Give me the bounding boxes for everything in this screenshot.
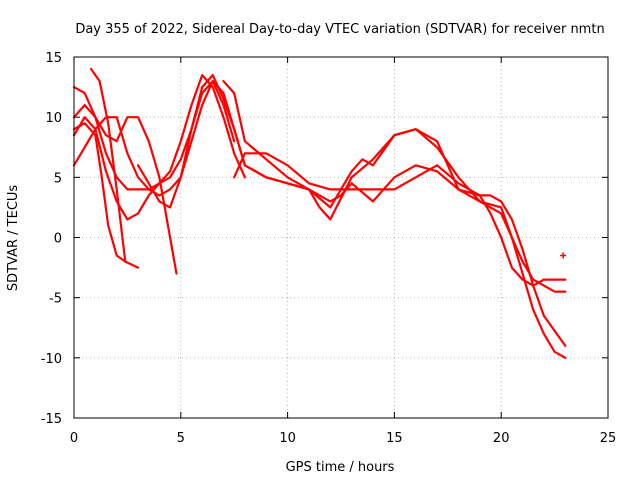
isolated-point-marker: [560, 252, 567, 259]
axis-ticks: [73, 56, 609, 419]
y-tick-label: 10: [45, 111, 62, 126]
x-tick-label: 0: [70, 431, 78, 446]
y-tick-label: 5: [54, 171, 62, 186]
series-trace-3: [72, 103, 178, 275]
y-tick-label: 0: [54, 232, 62, 247]
y-tick-label: -10: [41, 352, 62, 367]
series-trace-8: [222, 79, 567, 347]
x-tick-label: 25: [600, 431, 617, 446]
x-tick-label: 20: [493, 431, 510, 446]
y-tick-label: 15: [45, 51, 62, 66]
x-tick-label: 10: [279, 431, 296, 446]
series-trace-4: [72, 122, 140, 269]
series-trace-5: [89, 67, 127, 263]
chart-title: Day 355 of 2022, Sidereal Day-to-day VTE…: [75, 22, 604, 37]
x-tick-label: 15: [386, 431, 403, 446]
y-tick-label: -5: [49, 292, 62, 307]
x-axis-label: GPS time / hours: [286, 460, 395, 475]
grid-lines: [74, 57, 608, 418]
series-trace-9: [233, 152, 567, 287]
series-trace-6: [72, 79, 236, 221]
series-trace-10: [243, 128, 567, 293]
y-tick-label: -15: [41, 412, 62, 427]
x-tick-label: 5: [177, 431, 185, 446]
y-axis-label: SDTVAR / TECUs: [6, 185, 21, 292]
y-tick-labels: 15 10 5 0 -5 -10 -15: [41, 51, 62, 427]
data-series: [72, 67, 567, 359]
x-tick-labels: 0 5 10 15 20 25: [70, 431, 616, 446]
